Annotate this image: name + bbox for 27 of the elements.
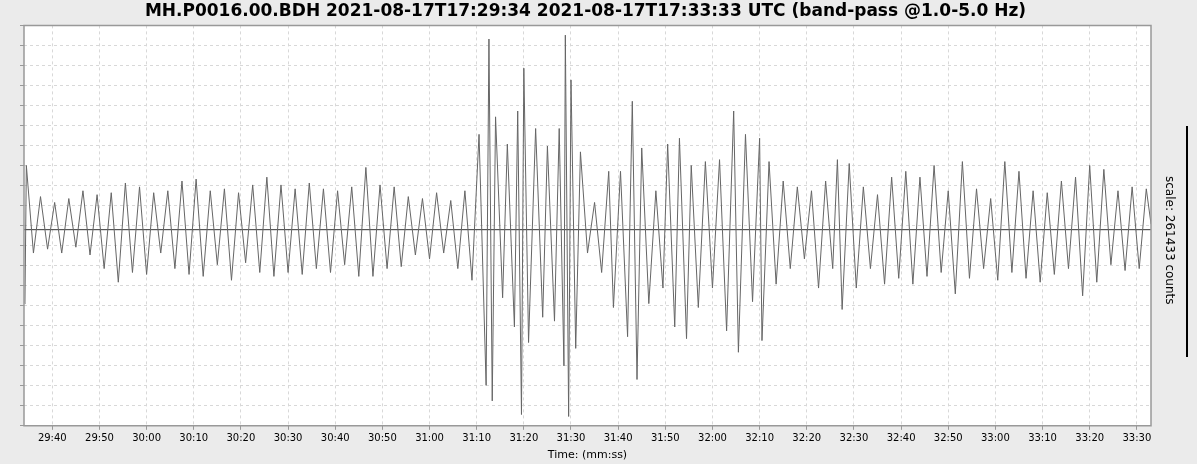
x-tick-label: 29:50 — [85, 432, 114, 444]
x-tick-label: 33:00 — [980, 432, 1010, 444]
x-tick-label: 29:40 — [37, 432, 67, 444]
x-tick-label: 32:00 — [698, 432, 727, 444]
x-tick-label: 30:20 — [226, 432, 256, 444]
x-tick-label: 30:00 — [132, 432, 162, 444]
x-tick-label: 31:20 — [509, 432, 539, 444]
x-tick-label: 30:40 — [320, 432, 350, 444]
x-tick-label: 32:30 — [839, 432, 869, 444]
x-tick-label: 33:10 — [1028, 432, 1057, 444]
x-tick-label: 32:20 — [792, 432, 822, 444]
x-tick-label: 32:50 — [933, 432, 963, 444]
x-tick-label: 31:30 — [556, 432, 586, 444]
x-tick-label: 31:10 — [462, 432, 492, 444]
x-tick-label: 30:10 — [179, 432, 209, 444]
y2-axis-title: scale: 261433 counts — [1163, 174, 1177, 307]
chart-title: MH.P0016.00.BDH 2021-08-17T17:29:34 2021-08-17T17:33:33 UTC (band-pass @1.0-5.0 Hz) — [144, 0, 1027, 20]
x-tick-label: 32:10 — [745, 432, 775, 444]
x-tick-label: 31:00 — [415, 432, 444, 444]
x-tick-label: 30:30 — [273, 432, 303, 444]
x-tick-label: 32:40 — [886, 432, 916, 444]
x-tick-label: 33:30 — [1122, 432, 1152, 444]
x-tick-label: 31:50 — [650, 432, 680, 444]
x-tick-label: 30:50 — [367, 432, 397, 444]
x-tick-label: 31:40 — [603, 432, 633, 444]
x-axis-title: Time: (mm:ss) — [546, 448, 628, 462]
x-tick-label: 33:20 — [1075, 432, 1105, 444]
